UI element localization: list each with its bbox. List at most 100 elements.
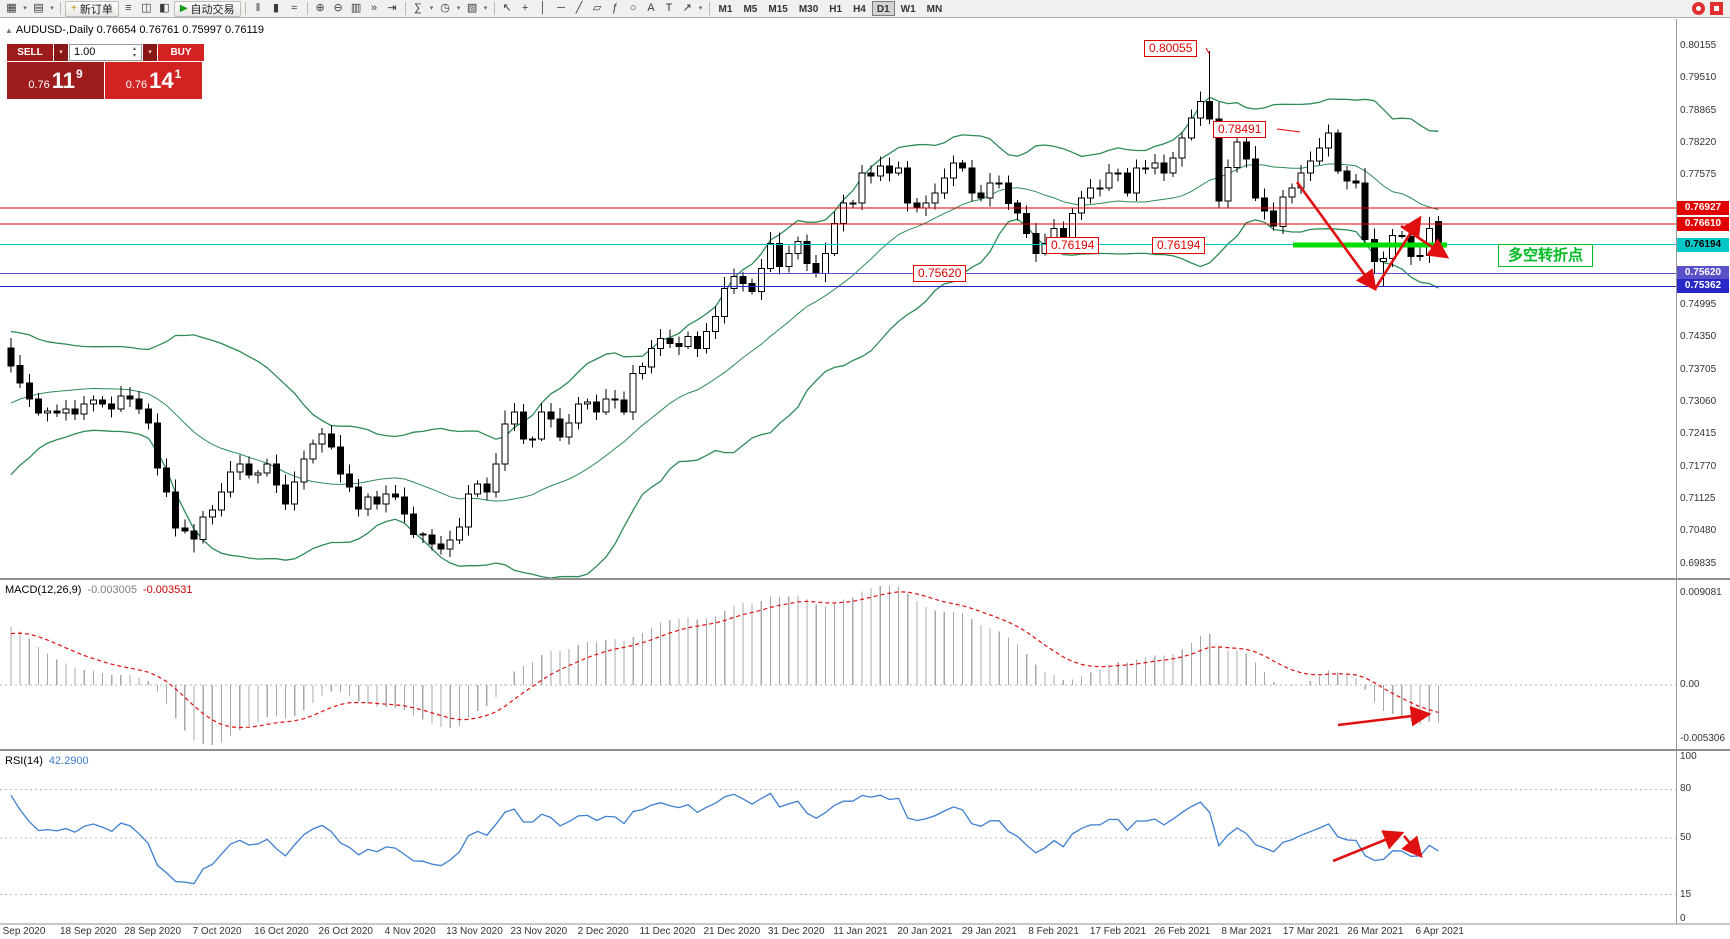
sell-price-sup: 9 (76, 66, 83, 81)
new-chart-icon[interactable]: ▦ (6, 2, 17, 14)
timeframe-m5[interactable]: M5 (743, 4, 758, 15)
rsi-axis-label: 50 (1680, 832, 1692, 843)
trend-arrow[interactable] (1295, 181, 1377, 292)
arrow-tools-icon[interactable]: ↗ (682, 2, 692, 14)
date-label: 21 Dec 2020 (703, 926, 761, 937)
date-label: 11 Jan 2021 (833, 926, 888, 937)
zoom-out-icon[interactable]: ⊖ (333, 2, 343, 14)
trendline-icon[interactable]: ╱ (575, 2, 583, 14)
sell-options-caret-icon[interactable]: ▾ (54, 44, 68, 61)
templates-icon[interactable]: ▧ (466, 2, 478, 14)
templates-icon-caret[interactable]: ▾ (483, 5, 488, 12)
rsi-axis-label: 0 (1680, 913, 1686, 924)
fibonacci-icon[interactable]: ƒ (611, 2, 619, 14)
auto-scroll-icon[interactable]: » (370, 2, 378, 14)
chart-shift-icon[interactable]: ⇥ (387, 2, 397, 14)
spinner-down-icon[interactable]: ▾ (132, 52, 136, 59)
price-axis-label: 0.78220 (1680, 137, 1717, 149)
new-order-button[interactable]: + 新订单 (65, 0, 119, 17)
zoom-in-icon[interactable]: ⊕ (315, 2, 325, 14)
rsi-line (10, 792, 1439, 885)
data-window-icon[interactable]: ◫ (141, 2, 152, 14)
tile-windows-icon[interactable]: ▥ (350, 2, 362, 14)
price-axis-label: 0.70480 (1680, 525, 1717, 537)
shapes-icon[interactable]: ○ (629, 2, 637, 14)
rsi-arrow-up[interactable] (1332, 830, 1405, 863)
toolbar-separator (60, 2, 61, 15)
date-label: 11 Dec 2020 (639, 926, 696, 937)
arrow-tools-icon-caret[interactable]: ▾ (698, 5, 703, 12)
autotrading-button[interactable]: ▶ 自动交易 (173, 0, 241, 17)
price-axis-label: 0.77575 (1680, 169, 1717, 181)
buy-button-small[interactable]: BUY (158, 44, 204, 61)
timeframe-m1[interactable]: M1 (718, 4, 733, 15)
turning-point-annotation[interactable]: 多空转折点 (1498, 244, 1594, 267)
date-label: 18 Sep 2020 (59, 926, 117, 937)
new-order-button-label: 新订单 (79, 3, 113, 16)
toolbar-separator (493, 2, 495, 15)
chart-ohlc-info: ▲ AUDUSD-,Daily 0.76654 0.76761 0.75997 0… (5, 24, 264, 36)
price-axis-label: 0.78865 (1680, 104, 1717, 116)
navigator-icon[interactable]: ◧ (159, 2, 170, 14)
alert-badge-icon[interactable] (1692, 2, 1705, 15)
market-watch-icon[interactable]: ≡ (125, 2, 132, 14)
periods-icon-caret[interactable]: ▾ (456, 5, 461, 12)
price-callout-1[interactable]: 0.78491 (1213, 121, 1267, 138)
sell-button-small[interactable]: SELL (7, 44, 53, 61)
buy-options-caret-icon[interactable]: ▾ (143, 44, 157, 61)
spinner-up-icon[interactable]: ▴ (132, 45, 136, 52)
price-line-tag-0.75362: 0.75362 (1677, 279, 1729, 294)
price-axis-label: 0.73060 (1680, 395, 1717, 407)
rsi-axis-label: 100 (1680, 751, 1697, 762)
text-icon[interactable]: A (647, 2, 655, 14)
macd-arrow[interactable] (1337, 705, 1432, 727)
new-chart-icon-caret[interactable]: ▾ (23, 5, 27, 12)
price-callout-0[interactable]: 0.80055 (1144, 40, 1198, 57)
toolbar-separator (708, 2, 710, 15)
price-line-tag-0.76927: 0.76927 (1677, 200, 1729, 215)
timeframe-w1[interactable]: W1 (900, 4, 916, 15)
one-click-trading-panel: SELL ▾ 1.00 ▴ ▾ ▾ BUY 0.76 11 9 0.76 14 1 (7, 44, 204, 99)
timeframe-h4[interactable]: H4 (853, 4, 866, 15)
toolbar-separator (404, 2, 406, 15)
indicators-icon-caret[interactable]: ▾ (429, 5, 434, 12)
channel-icon[interactable]: ▱ (592, 2, 602, 14)
timeframe-d1[interactable]: D1 (871, 1, 895, 16)
horizontal-line-icon[interactable]: ─ (557, 2, 565, 14)
profiles-icon[interactable]: ▤ (33, 2, 44, 14)
buy-price-small: 0.76 (125, 78, 148, 91)
line-chart-icon[interactable]: ≈ (291, 2, 298, 14)
price-callout-3[interactable]: 0.76194 (1152, 237, 1206, 254)
candlestick-chart-icon[interactable]: ▮ (273, 2, 280, 14)
price-callout-4[interactable]: 0.75620 (913, 265, 967, 282)
price-callout-2[interactable]: 0.76194 (1046, 237, 1100, 254)
rsi-arrow-down[interactable] (1401, 835, 1423, 858)
trend-arrow[interactable] (1400, 224, 1450, 259)
trend-arrow[interactable] (1373, 215, 1422, 290)
volume-value: 1.00 (74, 46, 96, 58)
indicators-icon[interactable]: ∑ (414, 2, 422, 14)
price-axis-label: 0.74350 (1680, 331, 1717, 343)
timeframe-m15[interactable]: M15 (768, 4, 788, 15)
timeframe-h1[interactable]: H1 (829, 4, 843, 15)
vertical-line-icon[interactable]: │ (539, 2, 547, 14)
timeframe-m30[interactable]: M30 (798, 4, 819, 15)
date-label: 8 Feb 2021 (1028, 926, 1079, 937)
message-badge-icon[interactable] (1710, 2, 1723, 15)
cursor-icon[interactable]: ↖ (502, 2, 512, 14)
sell-price-button[interactable]: 0.76 11 9 (7, 62, 104, 99)
timeframe-mn[interactable]: MN (926, 4, 943, 15)
periods-icon[interactable]: ◷ (440, 2, 450, 14)
price-axis-label: 0.73705 (1680, 363, 1717, 375)
bar-chart-icon[interactable]: ‖ (255, 2, 261, 14)
trade-panel-top-row: SELL ▾ 1.00 ▴ ▾ ▾ BUY (7, 44, 204, 61)
text-label-icon[interactable]: T (665, 2, 673, 14)
volume-spinner[interactable]: ▴ ▾ (129, 45, 140, 60)
crosshair-icon[interactable]: + (521, 2, 529, 14)
volume-input[interactable]: 1.00 ▴ ▾ (69, 44, 142, 61)
price-axis-label: 0.72415 (1680, 428, 1717, 440)
buy-price-button[interactable]: 0.76 14 1 (105, 62, 202, 99)
profiles-icon-caret[interactable]: ▾ (50, 5, 54, 12)
